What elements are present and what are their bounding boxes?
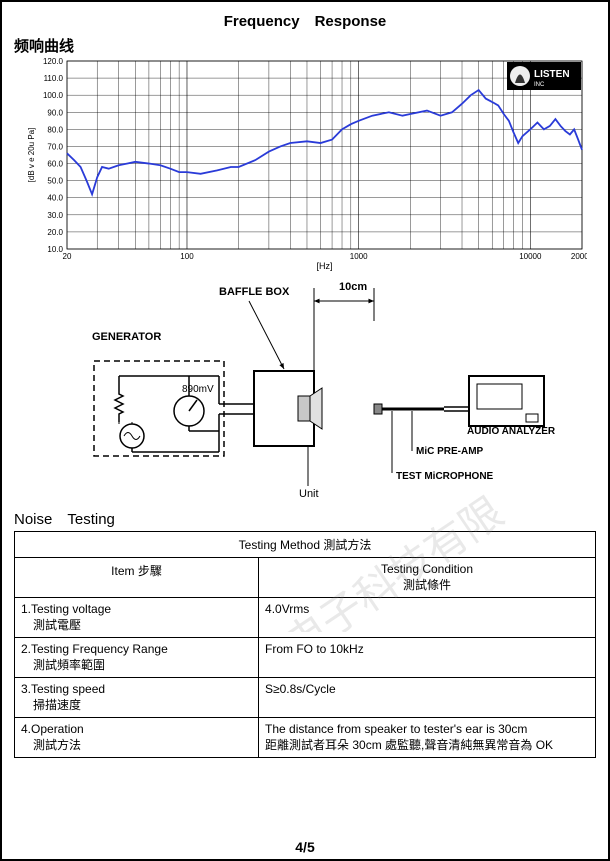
- table-row: 2.Testing Frequency Range測試頻率範圍From FO t…: [15, 638, 596, 678]
- svg-text:LISTEN: LISTEN: [534, 69, 570, 80]
- svg-text:60.0: 60.0: [47, 160, 63, 169]
- table-row: 1.Testing voltage測試電壓4.0Vrms: [15, 598, 596, 638]
- svg-text:100: 100: [180, 252, 194, 261]
- svg-text:110.0: 110.0: [44, 74, 64, 83]
- subtitle: 频响曲线: [14, 35, 596, 56]
- noise-testing-table: Testing Method 測試方法 Item 步驟 Testing Cond…: [14, 531, 596, 758]
- svg-text:1000: 1000: [350, 252, 368, 261]
- baffle-box-label: BAFFLE BOX: [219, 286, 289, 298]
- svg-text:70.0: 70.0: [47, 142, 63, 151]
- condition-cell: S≥0.8s/Cycle: [259, 678, 596, 718]
- svg-text:10.0: 10.0: [47, 245, 63, 254]
- svg-text:20.0: 20.0: [47, 228, 63, 237]
- page: Frequency Response 频响曲线 10.0 20.0 30.0 40.0…: [0, 0, 610, 861]
- svg-text:40.0: 40.0: [47, 194, 63, 203]
- condition-cell: The distance from speaker to tester's ea…: [259, 718, 596, 758]
- svg-text:10000: 10000: [519, 252, 542, 261]
- condition-cell: 4.0Vrms: [259, 598, 596, 638]
- table-row: 3.Testing speed掃描速度S≥0.8s/Cycle: [15, 678, 596, 718]
- svg-text:30.0: 30.0: [47, 211, 63, 220]
- svg-text:50.0: 50.0: [47, 177, 63, 186]
- svg-text:80.0: 80.0: [47, 125, 63, 134]
- mic-preamp-label: MiC PRE-AMP: [416, 446, 483, 457]
- voltage-label: 890mV: [182, 384, 214, 395]
- table-header-method: Testing Method 測試方法: [15, 532, 596, 558]
- table-col-item: Item 步驟: [15, 558, 259, 598]
- svg-text:[dB v e 20u Pa]: [dB v e 20u Pa]: [27, 128, 36, 183]
- condition-cell: From FO to 10kHz: [259, 638, 596, 678]
- svg-text:[Hz]: [Hz]: [316, 261, 332, 271]
- svg-text:90.0: 90.0: [47, 108, 63, 117]
- test-setup-diagram: BAFFLE BOX 10cm GENERATOR 890mV Unit AUD…: [14, 276, 579, 506]
- test-microphone-label: TEST MiCROPHONE: [396, 471, 493, 482]
- page-title: Frequency Response: [14, 10, 596, 31]
- unit-label: Unit: [299, 488, 319, 500]
- distance-label: 10cm: [339, 281, 367, 293]
- item-cell: 4.Operation測試方法: [15, 718, 259, 758]
- svg-text:INC: INC: [534, 82, 545, 88]
- svg-text:100.0: 100.0: [43, 91, 64, 100]
- svg-text:20000: 20000: [571, 252, 587, 261]
- item-cell: 1.Testing voltage測試電壓: [15, 598, 259, 638]
- svg-text:20: 20: [63, 252, 72, 261]
- page-number: 4/5: [2, 839, 608, 855]
- audio-analyzer-label: AUDIO ANALYZER: [467, 426, 555, 437]
- frequency-response-chart: 10.0 20.0 30.0 40.0 50.0 60.0 70.0 80.0 90.0 100.…: [22, 56, 587, 271]
- svg-text:120.0: 120.0: [43, 57, 64, 66]
- generator-label: GENERATOR: [92, 331, 161, 343]
- item-cell: 2.Testing Frequency Range測試頻率範圍: [15, 638, 259, 678]
- noise-testing-title: Noise Testing: [14, 508, 596, 529]
- item-cell: 3.Testing speed掃描速度: [15, 678, 259, 718]
- table-row: 4.Operation測試方法The distance from speaker…: [15, 718, 596, 758]
- table-col-cond: Testing Condition測試條件: [259, 558, 596, 598]
